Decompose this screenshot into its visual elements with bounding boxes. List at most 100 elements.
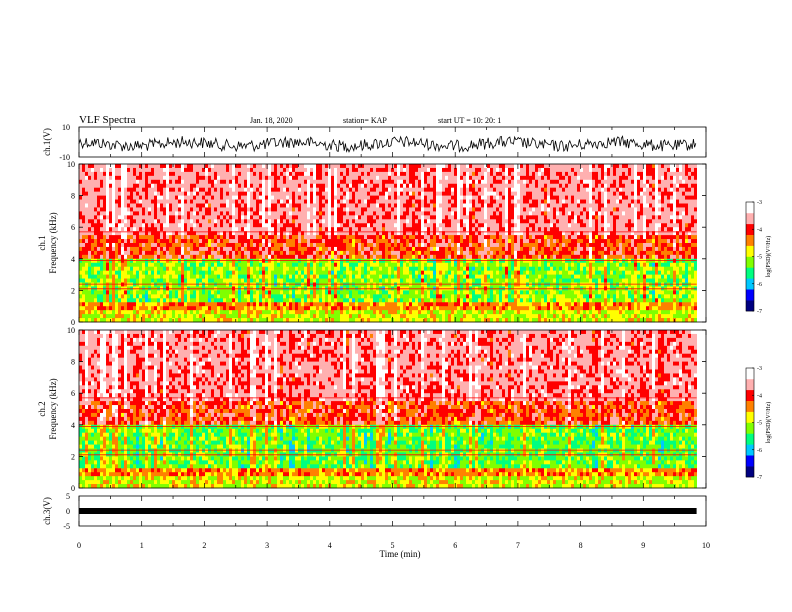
- spectrogram-cell: [241, 282, 244, 287]
- spectrogram-cell: [97, 215, 100, 220]
- spectrogram-cell: [142, 302, 145, 307]
- spectrogram-cell: [400, 167, 403, 173]
- spectrogram-cell: [388, 250, 391, 256]
- spectrogram-cell: [352, 191, 355, 196]
- spectrogram-cell: [82, 258, 85, 264]
- spectrogram-cell: [232, 246, 235, 252]
- spectrogram-cell: [343, 274, 346, 279]
- spectrogram-cell: [202, 167, 205, 173]
- spectrogram-cell: [316, 318, 319, 323]
- spectrogram-cell: [352, 243, 355, 248]
- spectrogram-cell: [310, 290, 313, 295]
- spectrogram-cell: [418, 227, 421, 232]
- spectrogram-cell: [238, 207, 241, 212]
- spectrogram-cell: [253, 262, 256, 268]
- spectrogram-cell: [139, 179, 142, 185]
- spectrogram-cell: [280, 207, 283, 212]
- spectrogram-cell: [304, 314, 307, 319]
- spectrogram-cell: [130, 250, 133, 256]
- spectrogram-cell: [451, 254, 454, 260]
- spectrogram-cell: [304, 310, 307, 315]
- spectrogram-cell: [223, 187, 226, 193]
- spectrogram-cell: [367, 231, 370, 236]
- spectrogram-cell: [166, 219, 169, 224]
- spectrogram-cell: [400, 298, 403, 303]
- spectrogram-cell: [106, 246, 109, 252]
- spectrogram-cell: [400, 239, 403, 244]
- spectrogram-cell: [289, 171, 292, 177]
- spectrogram-cell: [331, 211, 334, 216]
- spectrogram-cell: [433, 274, 436, 279]
- spectrogram-cell: [361, 203, 364, 208]
- spectrogram-cell: [445, 183, 448, 189]
- spectrogram-cell: [157, 171, 160, 177]
- spectrogram-cell: [376, 274, 379, 279]
- spectrogram-cell: [316, 223, 319, 228]
- spectrogram-cell: [358, 187, 361, 193]
- spectrogram-cell: [310, 246, 313, 252]
- spectrogram-cell: [196, 243, 199, 248]
- spectrogram-cell: [97, 290, 100, 295]
- spectrogram-cell: [109, 175, 112, 181]
- spectrogram-cell: [112, 246, 115, 252]
- spectrogram-cell: [319, 310, 322, 315]
- spectrogram-cell: [208, 195, 211, 200]
- spectrogram-cell: [241, 219, 244, 224]
- spectrogram-cell: [148, 302, 151, 307]
- spectrogram-cell: [442, 207, 445, 212]
- spectrogram-cell: [121, 195, 124, 200]
- spectrogram-cell: [196, 318, 199, 323]
- spectrogram-cell: [199, 262, 202, 268]
- spectrogram-cell: [445, 262, 448, 268]
- spectrogram-cell: [247, 167, 250, 173]
- spectrogram-cell: [193, 306, 196, 311]
- spectrogram-cell: [451, 171, 454, 177]
- spectrogram-cell: [292, 258, 295, 264]
- spectrogram-cell: [430, 179, 433, 185]
- spectrogram-cell: [238, 243, 241, 248]
- spectrogram-cell: [136, 179, 139, 185]
- spectrogram-cell: [379, 171, 382, 177]
- spectrogram-cell: [325, 183, 328, 189]
- spectrogram-cell: [271, 318, 274, 323]
- spectrogram-cell: [346, 187, 349, 193]
- spectrogram-cell: [424, 274, 427, 279]
- spectrogram-cell: [202, 250, 205, 256]
- spectrogram-cell: [325, 231, 328, 236]
- spectrogram-cell: [403, 274, 406, 279]
- spectrogram-cell: [205, 258, 208, 264]
- spectrogram-cell: [370, 219, 373, 224]
- spectrogram-cell: [331, 258, 334, 264]
- spectrogram-cell: [394, 266, 397, 272]
- spectrogram-cell: [283, 270, 286, 275]
- spectrogram-cell: [298, 175, 301, 181]
- spectrogram-cell: [436, 219, 439, 224]
- spectrogram-cell: [100, 302, 103, 307]
- spectrogram-cell: [403, 199, 406, 204]
- spectrogram-cell: [172, 215, 175, 220]
- spectrogram-cell: [325, 310, 328, 315]
- spectrogram-cell: [382, 250, 385, 256]
- spectrogram-cell: [340, 306, 343, 311]
- spectrogram-cell: [331, 231, 334, 236]
- spectrogram-cell: [343, 270, 346, 275]
- spectrogram-cell: [241, 318, 244, 323]
- spectrogram-cell: [169, 164, 172, 169]
- spectrogram-cell: [385, 199, 388, 204]
- spectrogram-cell: [403, 302, 406, 307]
- spectrogram-cell: [88, 211, 91, 216]
- spectrogram-cell: [121, 203, 124, 208]
- spectrogram-cell: [409, 258, 412, 264]
- spectrogram-cell: [181, 262, 184, 268]
- spectrogram-cell: [178, 175, 181, 181]
- spectrogram-cell: [448, 215, 451, 220]
- spectrogram-cell: [448, 270, 451, 275]
- spectrogram-cell: [322, 298, 325, 303]
- spectrogram-cell: [295, 203, 298, 208]
- spectrogram-cell: [403, 231, 406, 236]
- spectrogram-cell: [232, 223, 235, 228]
- spectrogram-cell: [259, 270, 262, 275]
- spectrogram-cell: [277, 223, 280, 228]
- spectrogram-cell: [175, 171, 178, 177]
- spectrogram-cell: [382, 199, 385, 204]
